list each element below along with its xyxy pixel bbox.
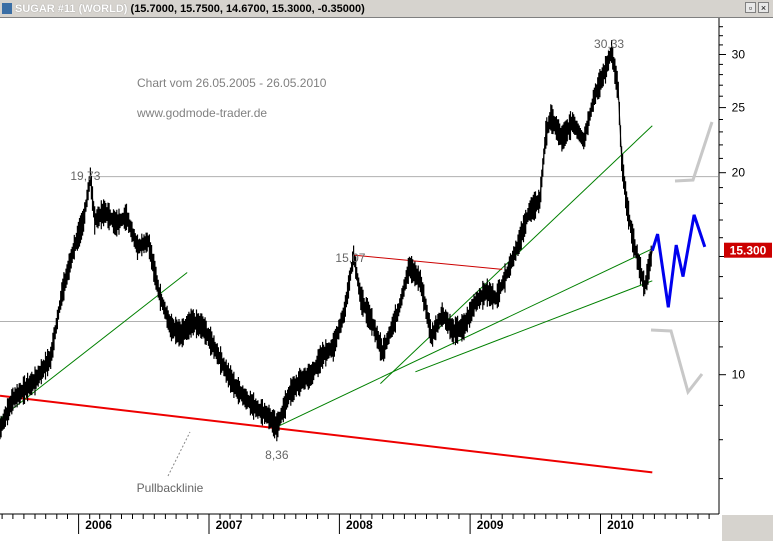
- pullback-label: Pullbacklinie: [137, 481, 204, 495]
- projection-path: [650, 214, 707, 308]
- chart-background: [0, 18, 773, 541]
- price-line: [0, 51, 653, 430]
- quote-values: (15.7000, 15.7500, 14.6700, 15.3000, -0.…: [130, 3, 365, 15]
- x-tick-label: 2009: [477, 518, 504, 532]
- axis-corner: [722, 515, 773, 541]
- last-price-label: 15.300: [730, 244, 767, 258]
- main-support-line: [0, 394, 653, 474]
- projection-line: [650, 214, 707, 308]
- symbol-name: SUGAR #11 (WORLD): [15, 3, 128, 15]
- alt-path-down: [650, 328, 704, 396]
- resistance-trendline: [353, 254, 503, 270]
- low-2007-label: 8,36: [265, 448, 289, 462]
- trend-line-4: [415, 280, 653, 373]
- window-restore-icon[interactable]: ▫: [745, 2, 756, 13]
- main-support-trendline: [0, 394, 653, 474]
- chart-window-icon: [2, 3, 12, 14]
- x-tick-label: 2008: [346, 518, 373, 532]
- y-tick-label: 20: [732, 166, 746, 180]
- y-tick-label: 10: [732, 368, 746, 382]
- y-tick-label: 25: [732, 101, 746, 115]
- high-2006-label: 19,73: [70, 169, 100, 183]
- price-chart: Chart vom 26.05.2005 - 26.05.2010 www.god…: [0, 18, 773, 541]
- resistance-line: [353, 254, 503, 270]
- pullback-pointer: [167, 431, 191, 477]
- chart-period-label: Chart vom 26.05.2005 - 26.05.2010: [137, 76, 327, 90]
- horizontal-guides: [0, 176, 718, 322]
- chart-labels: Chart vom 26.05.2005 - 26.05.2010 www.god…: [70, 37, 624, 495]
- window-close-icon[interactable]: ×: [758, 2, 769, 13]
- window-titlebar: SUGAR #11 (WORLD) (15.7000, 15.7500, 14.…: [0, 0, 773, 18]
- price-series: [0, 40, 653, 442]
- x-tick-label: 2010: [607, 518, 634, 532]
- x-tick-label: 2006: [85, 518, 112, 532]
- window-title: SUGAR #11 (WORLD) (15.7000, 15.7500, 14.…: [15, 3, 365, 15]
- high-2008-label: 15,07: [335, 251, 365, 265]
- high-2010-label: 30,33: [594, 37, 624, 51]
- x-axis: 2006 2007 2008 2009 2010: [0, 513, 773, 541]
- last-price-badge: [724, 242, 772, 258]
- alternative-paths: [650, 121, 714, 396]
- x-tick-label: 2007: [216, 518, 243, 532]
- y-tick-label: 30: [732, 47, 746, 61]
- y-axis: 30 25 20 10 15.300: [718, 18, 772, 514]
- website-label: www.godmode-trader.de: [136, 106, 267, 120]
- alt-path-up: [674, 121, 714, 183]
